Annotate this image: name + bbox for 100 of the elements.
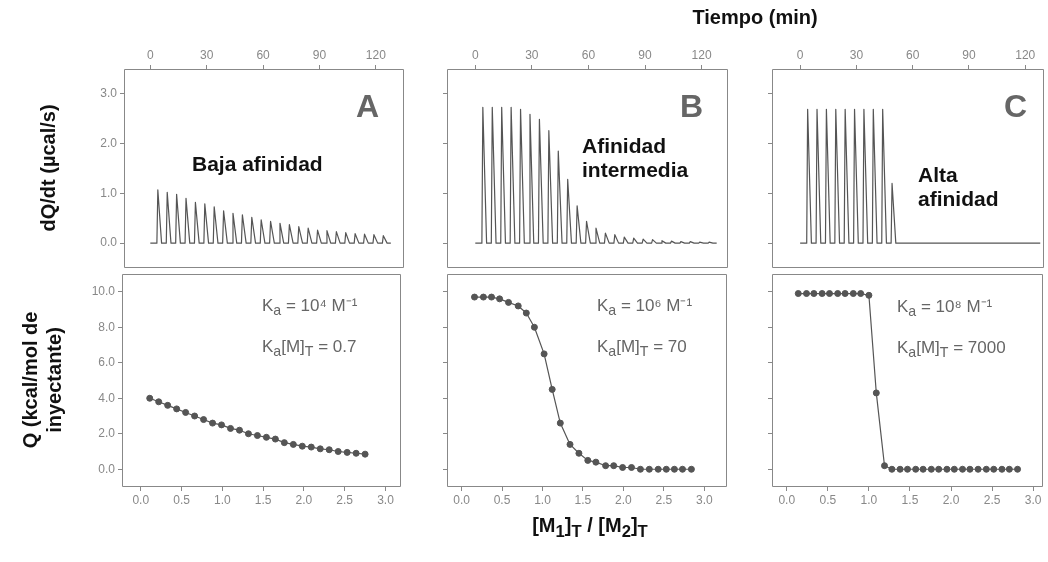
point bbox=[191, 412, 199, 420]
x-tick-label: 2.5 bbox=[655, 492, 673, 507]
point bbox=[888, 465, 896, 473]
point bbox=[496, 295, 504, 303]
point bbox=[218, 421, 226, 429]
point bbox=[912, 465, 920, 473]
point bbox=[834, 290, 842, 298]
point bbox=[628, 463, 636, 471]
point bbox=[818, 290, 826, 298]
x-tick-label: 120 bbox=[1015, 48, 1036, 63]
annotation: K$_{a}$[M]$_{T}$ = 70 bbox=[597, 337, 687, 360]
x-tick-label: 0 bbox=[146, 48, 154, 63]
x-tick-label: 1.0 bbox=[534, 492, 552, 507]
x-tick-label: 60 bbox=[256, 48, 271, 63]
y-tick-label: 10.0 bbox=[91, 284, 116, 299]
point bbox=[654, 465, 662, 473]
point bbox=[687, 465, 695, 473]
point bbox=[802, 290, 810, 298]
x-tick-label: 2.5 bbox=[983, 492, 1001, 507]
point bbox=[566, 440, 574, 448]
point bbox=[200, 416, 208, 424]
point bbox=[505, 298, 512, 306]
y-tick-label: 3.0 bbox=[100, 86, 118, 101]
point bbox=[904, 465, 911, 473]
point bbox=[678, 465, 686, 473]
x-axis-title: [M$_{1}$]$_{T}$ / [M$_{2}$]$_{T}$ bbox=[531, 512, 649, 543]
x-tick-label: 1.0 bbox=[860, 492, 878, 507]
point bbox=[602, 462, 610, 470]
point bbox=[990, 465, 998, 473]
x-tick-label: 0.0 bbox=[453, 492, 471, 507]
annotation: Afinidad intermedia bbox=[582, 134, 690, 183]
point bbox=[575, 449, 583, 457]
point bbox=[865, 291, 873, 299]
point bbox=[262, 433, 270, 441]
x-tick-label: 0.0 bbox=[132, 492, 150, 507]
point bbox=[514, 302, 522, 310]
point bbox=[636, 465, 644, 473]
point bbox=[982, 465, 990, 473]
point bbox=[592, 458, 600, 466]
point bbox=[825, 290, 833, 298]
point bbox=[610, 462, 618, 470]
x-tick-label: 60 bbox=[906, 48, 920, 63]
x-tick-label: 30 bbox=[525, 48, 539, 63]
x-tick-label: 120 bbox=[365, 48, 387, 63]
point bbox=[645, 465, 653, 473]
y-tick-label: 1.0 bbox=[100, 185, 118, 200]
y-tick-label: 6.0 bbox=[98, 355, 116, 370]
annotation: A bbox=[356, 88, 380, 125]
point bbox=[959, 465, 967, 473]
point bbox=[548, 385, 556, 393]
point bbox=[227, 424, 234, 432]
annotation: K$_{a}$[M]$_{T}$ = 0.7 bbox=[262, 337, 357, 360]
point bbox=[471, 293, 479, 301]
point bbox=[857, 290, 865, 298]
point bbox=[307, 443, 315, 451]
point bbox=[530, 323, 538, 331]
point bbox=[235, 426, 243, 434]
x-tick-label: 3.0 bbox=[1024, 492, 1042, 507]
point bbox=[280, 439, 288, 447]
x-tick-label: 3.0 bbox=[377, 492, 395, 507]
y-tick-label: 4.0 bbox=[98, 390, 116, 405]
annotation: C bbox=[1004, 88, 1028, 125]
point bbox=[943, 465, 951, 473]
point bbox=[881, 462, 889, 470]
point bbox=[325, 446, 333, 454]
y-tick-label: 8.0 bbox=[98, 319, 116, 334]
annotation: B bbox=[680, 88, 704, 125]
point bbox=[998, 465, 1006, 473]
point bbox=[927, 465, 935, 473]
annotation: K$_{a}$[M]$_{T}$ = 7000 bbox=[897, 338, 1006, 361]
point bbox=[289, 440, 297, 448]
annotation: Baja afinidad bbox=[192, 152, 324, 177]
point bbox=[974, 465, 982, 473]
point bbox=[479, 293, 487, 301]
x-tick-label: 1.5 bbox=[574, 492, 592, 507]
x-tick-label: 60 bbox=[581, 48, 596, 63]
point bbox=[662, 465, 670, 473]
y-axis-title: dQ/dt (µcal/s) bbox=[36, 103, 60, 234]
point bbox=[155, 398, 163, 406]
point bbox=[146, 394, 154, 402]
x-tick-label: 0.5 bbox=[173, 492, 191, 507]
point bbox=[670, 465, 678, 473]
point bbox=[182, 408, 190, 416]
point bbox=[1014, 465, 1022, 473]
x-tick-label: 2.0 bbox=[942, 492, 960, 507]
point bbox=[794, 290, 802, 298]
point bbox=[352, 449, 360, 457]
point bbox=[540, 350, 548, 358]
point bbox=[316, 445, 324, 453]
point bbox=[488, 293, 496, 301]
x-tick-label: 2.5 bbox=[336, 492, 354, 507]
point bbox=[343, 448, 351, 456]
x-tick-label: 90 bbox=[312, 48, 327, 63]
x-tick-label: 90 bbox=[638, 48, 653, 63]
x-tick-label: 2.0 bbox=[615, 492, 633, 507]
point bbox=[966, 465, 974, 473]
x-tick-label: 0.5 bbox=[493, 492, 511, 507]
point bbox=[361, 450, 369, 458]
x-tick-label: 1.0 bbox=[214, 492, 232, 507]
point bbox=[271, 435, 279, 443]
